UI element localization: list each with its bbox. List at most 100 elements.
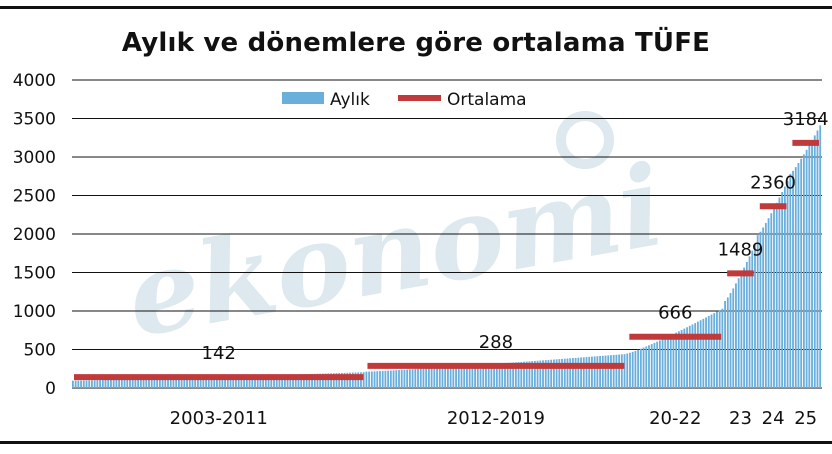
bar bbox=[398, 370, 400, 388]
bar bbox=[248, 375, 251, 388]
bar bbox=[379, 371, 381, 388]
bar bbox=[596, 356, 599, 388]
bar bbox=[735, 283, 737, 388]
bar bbox=[373, 371, 376, 388]
bar bbox=[351, 372, 354, 388]
bar bbox=[561, 358, 563, 388]
bar bbox=[718, 310, 721, 388]
bar bbox=[563, 358, 566, 388]
bar bbox=[297, 374, 300, 388]
bar bbox=[686, 327, 688, 388]
bar bbox=[207, 377, 210, 388]
bar bbox=[322, 373, 324, 388]
bar bbox=[688, 325, 691, 388]
bar bbox=[145, 378, 148, 388]
bar bbox=[316, 373, 319, 388]
bar bbox=[148, 378, 150, 388]
bar bbox=[637, 349, 640, 388]
bar bbox=[118, 379, 121, 388]
bar bbox=[381, 370, 384, 388]
bar bbox=[794, 167, 797, 388]
watermark-globe-icon bbox=[556, 111, 614, 169]
bar bbox=[346, 372, 349, 388]
bar bbox=[88, 380, 91, 388]
bar bbox=[754, 244, 756, 388]
bar bbox=[487, 364, 490, 388]
bar bbox=[452, 366, 455, 388]
bar bbox=[131, 379, 134, 388]
bar bbox=[533, 360, 536, 388]
bar bbox=[683, 328, 686, 388]
bar bbox=[286, 374, 289, 388]
bar bbox=[335, 373, 338, 388]
bar bbox=[107, 379, 110, 388]
chart-title: Aylık ve dönemlere göre ortalama TÜFE bbox=[121, 28, 711, 58]
bar bbox=[254, 375, 256, 388]
bar bbox=[142, 379, 145, 388]
bar bbox=[177, 378, 180, 388]
bar bbox=[781, 192, 784, 388]
bar bbox=[631, 351, 634, 388]
bar bbox=[729, 293, 732, 388]
bar bbox=[811, 140, 813, 388]
bar bbox=[512, 362, 515, 388]
top-rule bbox=[0, 6, 832, 9]
bar bbox=[338, 373, 341, 388]
bar bbox=[430, 368, 433, 388]
bar bbox=[786, 180, 789, 388]
bar bbox=[539, 360, 542, 388]
bar bbox=[618, 354, 621, 388]
y-tick-label: 1000 bbox=[13, 302, 56, 322]
bar bbox=[588, 356, 591, 388]
bar bbox=[536, 360, 539, 388]
bar bbox=[474, 365, 476, 388]
bar bbox=[267, 375, 270, 388]
bar bbox=[629, 352, 631, 388]
bar bbox=[759, 231, 762, 388]
bar bbox=[139, 379, 142, 388]
bar bbox=[463, 365, 466, 388]
bar bbox=[501, 363, 504, 388]
bar bbox=[702, 318, 705, 388]
bottom-rule bbox=[0, 441, 832, 444]
bar bbox=[199, 377, 202, 388]
bar bbox=[278, 374, 281, 388]
bar bbox=[577, 357, 580, 388]
bar bbox=[232, 376, 235, 388]
bar bbox=[120, 379, 123, 388]
bar bbox=[137, 379, 140, 388]
bar bbox=[408, 369, 411, 388]
bar bbox=[110, 379, 112, 388]
bar bbox=[444, 367, 447, 388]
bar bbox=[778, 197, 781, 388]
bar bbox=[169, 378, 172, 388]
bar bbox=[650, 344, 653, 388]
bar bbox=[639, 348, 642, 388]
bar bbox=[281, 374, 284, 388]
bar bbox=[580, 357, 582, 388]
bar bbox=[585, 357, 588, 388]
bar bbox=[349, 372, 351, 388]
bar bbox=[172, 378, 175, 388]
bar bbox=[264, 375, 267, 388]
bar bbox=[194, 377, 197, 388]
bar bbox=[468, 365, 471, 388]
bar bbox=[319, 373, 322, 388]
bar bbox=[427, 368, 430, 388]
bar bbox=[191, 377, 194, 388]
bar bbox=[245, 375, 248, 388]
bar bbox=[411, 369, 414, 388]
bar bbox=[240, 376, 243, 388]
bar bbox=[740, 272, 743, 388]
bar bbox=[620, 354, 623, 388]
bar bbox=[164, 378, 167, 388]
bar bbox=[607, 355, 610, 388]
bar bbox=[800, 158, 803, 388]
bar bbox=[721, 308, 724, 388]
bar bbox=[783, 186, 786, 388]
bar bbox=[697, 321, 699, 388]
bar bbox=[713, 313, 716, 388]
bar bbox=[400, 369, 403, 388]
